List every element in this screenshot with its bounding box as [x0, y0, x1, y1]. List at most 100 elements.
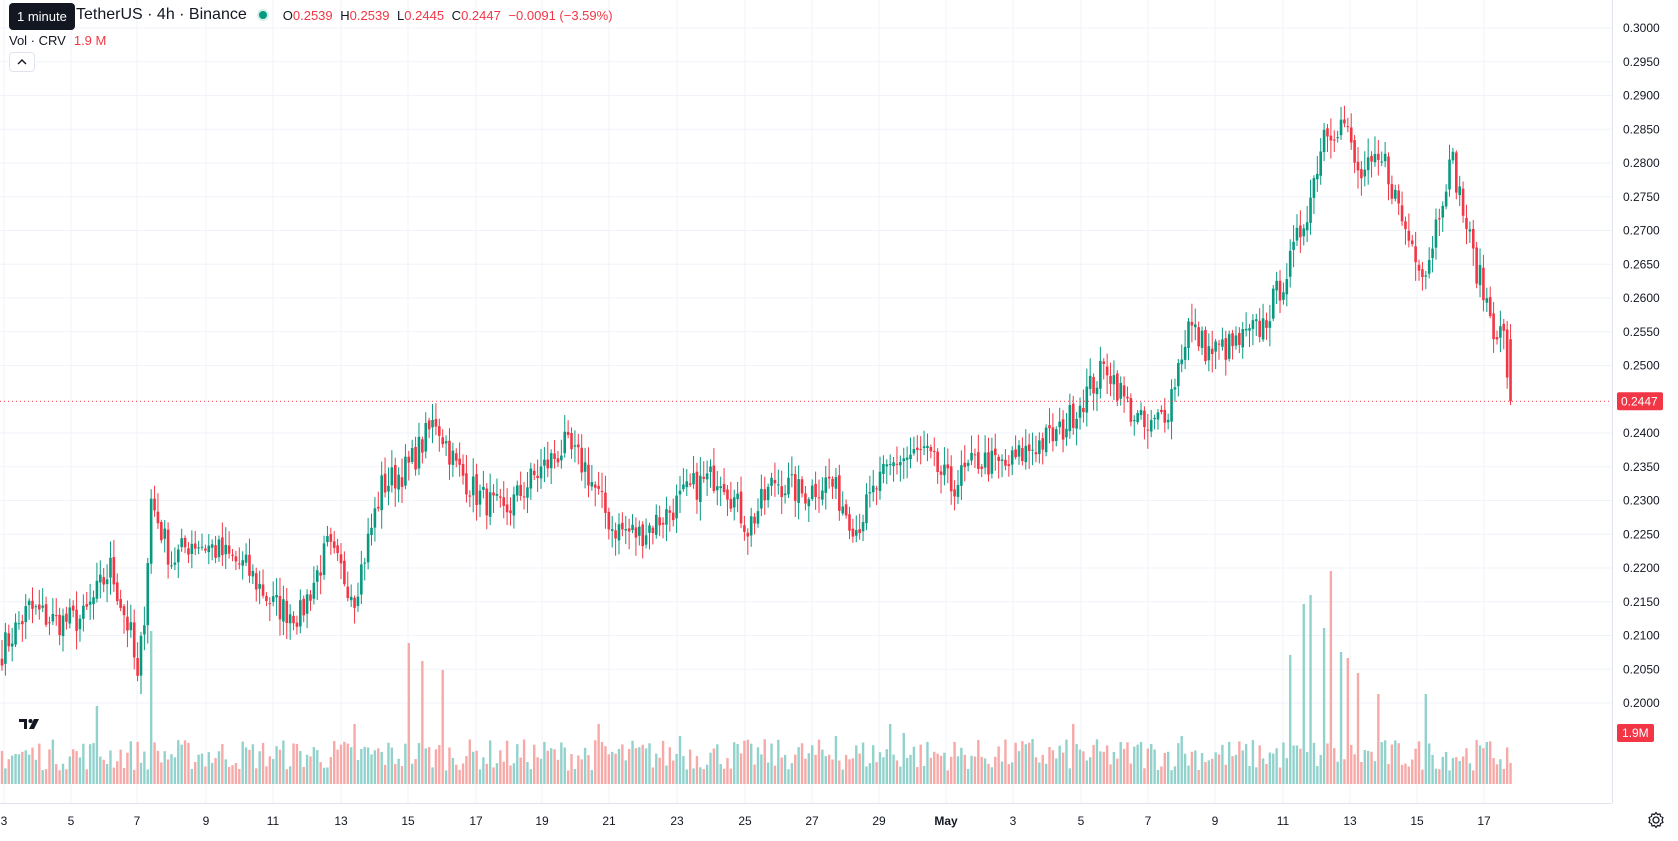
candle: [105, 564, 109, 603]
volume-bar: [485, 763, 488, 784]
volume-bar: [122, 767, 126, 784]
current-price-badge: 0.2447: [1617, 392, 1663, 411]
volume-bar: [414, 759, 417, 784]
candle-body: [939, 471, 943, 475]
volume-bar: [322, 767, 326, 784]
candle-body: [1207, 346, 1211, 361]
volume-bar: [149, 631, 153, 784]
volume-bar: [1248, 765, 1251, 784]
candle: [302, 595, 306, 623]
volume-bar: [173, 757, 177, 784]
candle: [312, 566, 316, 605]
candle-body: [0, 658, 4, 666]
candle-body: [722, 483, 726, 493]
candle-body: [187, 548, 190, 555]
volume-bar: [1322, 628, 1326, 784]
candle: [1356, 147, 1360, 189]
candle-body: [1448, 159, 1451, 190]
volume-bar: [905, 757, 909, 784]
candle-body: [421, 439, 424, 453]
settings-gear-icon[interactable]: [1647, 811, 1665, 829]
volume-bar: [319, 762, 322, 784]
candle: [1146, 413, 1150, 449]
volume-bar: [970, 755, 973, 784]
candle: [356, 582, 360, 612]
candle: [1088, 358, 1092, 396]
candle: [834, 468, 838, 499]
candle: [241, 551, 244, 580]
candle-body: [1417, 264, 1421, 271]
volume-bar: [475, 750, 478, 784]
candle-body: [604, 492, 607, 513]
price-badge-bg: [1617, 392, 1663, 411]
candle: [1326, 124, 1329, 153]
volume-bar: [1326, 743, 1329, 784]
volume-bar: [502, 761, 505, 784]
candle-body: [736, 493, 739, 500]
volume-bar: [258, 751, 261, 784]
candle: [1041, 432, 1045, 465]
volume-bar: [1156, 769, 1160, 784]
candle-body: [343, 560, 346, 585]
symbol-title[interactable]: TetherUS · 4h · Binance: [76, 6, 247, 23]
volume-bar: [651, 767, 655, 784]
candle-body: [380, 475, 383, 511]
candle-body: [346, 586, 350, 599]
candle-body: [65, 613, 68, 622]
candle: [1048, 408, 1051, 444]
time-tick-label: 29: [872, 814, 886, 828]
volume-legend[interactable]: Vol · CRV 1.9 M: [9, 33, 106, 48]
volume-bar: [794, 754, 797, 784]
volume-bar: [977, 739, 980, 784]
volume-bar: [682, 756, 685, 784]
candle: [1451, 147, 1455, 164]
candle-body: [499, 496, 502, 498]
volume-bar: [1312, 742, 1316, 784]
volume-bar: [1095, 739, 1099, 784]
candle: [1414, 232, 1417, 281]
candle-body: [983, 452, 987, 468]
candle-body: [770, 477, 773, 486]
candle: [827, 458, 831, 489]
chart-pane[interactable]: [0, 0, 1612, 803]
candlestick-chart[interactable]: [0, 0, 1612, 803]
candle: [275, 578, 278, 616]
candle-body: [88, 601, 92, 605]
volume-bar: [556, 759, 560, 784]
volume-bar: [783, 754, 787, 784]
volume-badge-text: 1.9M: [1622, 726, 1649, 740]
candle-body: [827, 476, 831, 479]
volume-bar: [1302, 604, 1305, 784]
tradingview-logo-icon[interactable]: [14, 712, 44, 736]
price-axis[interactable]: 0.3000 0.2950 0.2900 0.2850 0.2800 0.2750 0.27…: [1612, 0, 1678, 803]
volume-bar: [1200, 752, 1204, 784]
time-axis[interactable]: 3 5 7 9 11 13 15 17 19 21 23 25 27 29 May 3 5 7 9 11 13 15 17: [0, 803, 1612, 835]
volume-bar: [733, 742, 736, 784]
candle-body: [899, 461, 902, 466]
candle: [590, 464, 594, 491]
collapse-legend-button[interactable]: [9, 52, 35, 72]
volume-bar: [85, 769, 88, 784]
volume-bar: [1289, 655, 1292, 784]
candle: [970, 435, 973, 466]
candle-body: [651, 527, 655, 534]
volume-bar: [529, 769, 533, 784]
volume-bar: [726, 758, 729, 784]
candle-body: [553, 453, 556, 459]
candle: [278, 577, 282, 636]
candle: [431, 403, 434, 444]
volume-bar: [1268, 752, 1272, 784]
candle-body: [54, 615, 58, 617]
volume-bar: [407, 643, 410, 784]
volume-bar: [824, 756, 827, 784]
volume-bar: [1068, 768, 1072, 784]
volume-bar: [1373, 761, 1377, 784]
candle: [1288, 239, 1292, 288]
candle-body: [1275, 280, 1278, 291]
candle: [1095, 381, 1099, 412]
candle-body: [1197, 327, 1200, 347]
candle: [234, 550, 238, 571]
candle-body: [1217, 343, 1221, 345]
volume-bar: [1082, 751, 1085, 784]
candle: [692, 456, 695, 489]
